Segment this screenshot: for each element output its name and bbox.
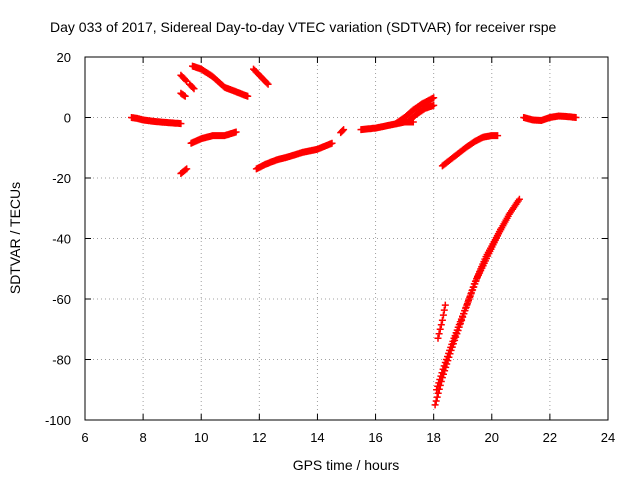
y-tick-label: -20 — [52, 171, 71, 186]
y-axis-label: SDTVAR / TECUs — [7, 182, 23, 294]
y-tick-label: -40 — [52, 232, 71, 247]
series-arc-8 — [250, 65, 272, 88]
x-axis-label: GPS time / hours — [293, 457, 400, 473]
series-arc-17 — [434, 301, 449, 342]
series-arc-5 — [177, 165, 191, 177]
x-tick-label: 24 — [601, 430, 615, 445]
series-arc-13 — [404, 101, 438, 126]
series-arc-6 — [187, 128, 240, 147]
x-tick-label: 6 — [81, 430, 88, 445]
x-tick-labels: 6 8 10 12 14 16 18 20 22 24 — [81, 430, 615, 445]
x-tick-label: 10 — [194, 430, 208, 445]
y-tick-label: -60 — [52, 292, 71, 307]
x-tick-label: 12 — [252, 430, 266, 445]
axis-ticks — [84, 56, 609, 421]
series-arc-12 — [392, 94, 438, 128]
series-arc-7 — [189, 62, 252, 100]
series-arc-10 — [337, 126, 348, 137]
x-tick-label: 14 — [310, 430, 324, 445]
chart-title: Day 033 of 2017, Sidereal Day-to-day VTE… — [50, 19, 556, 35]
x-tick-label: 22 — [543, 430, 557, 445]
series-arc-16 — [433, 225, 504, 394]
x-tick-label: 18 — [426, 430, 440, 445]
series-arc-14 — [438, 132, 502, 170]
y-tick-label: -80 — [52, 353, 71, 368]
series-arc-2 — [177, 71, 191, 85]
series-arc-3 — [177, 89, 189, 100]
x-tick-label: 20 — [485, 430, 499, 445]
x-tick-label: 8 — [139, 430, 146, 445]
y-tick-labels: -100 -80 -60 -40 -20 0 20 — [45, 50, 71, 428]
y-tick-label: 0 — [64, 111, 71, 126]
x-tick-label: 16 — [368, 430, 382, 445]
series-arc-9 — [252, 139, 336, 173]
y-tick-label: -100 — [45, 413, 71, 428]
data-series — [128, 62, 580, 409]
series-arc-1 — [128, 114, 185, 128]
y-tick-label: 20 — [57, 50, 71, 65]
grid — [85, 57, 608, 420]
series-arc-18 — [520, 112, 580, 124]
series-arc-4 — [186, 80, 198, 93]
